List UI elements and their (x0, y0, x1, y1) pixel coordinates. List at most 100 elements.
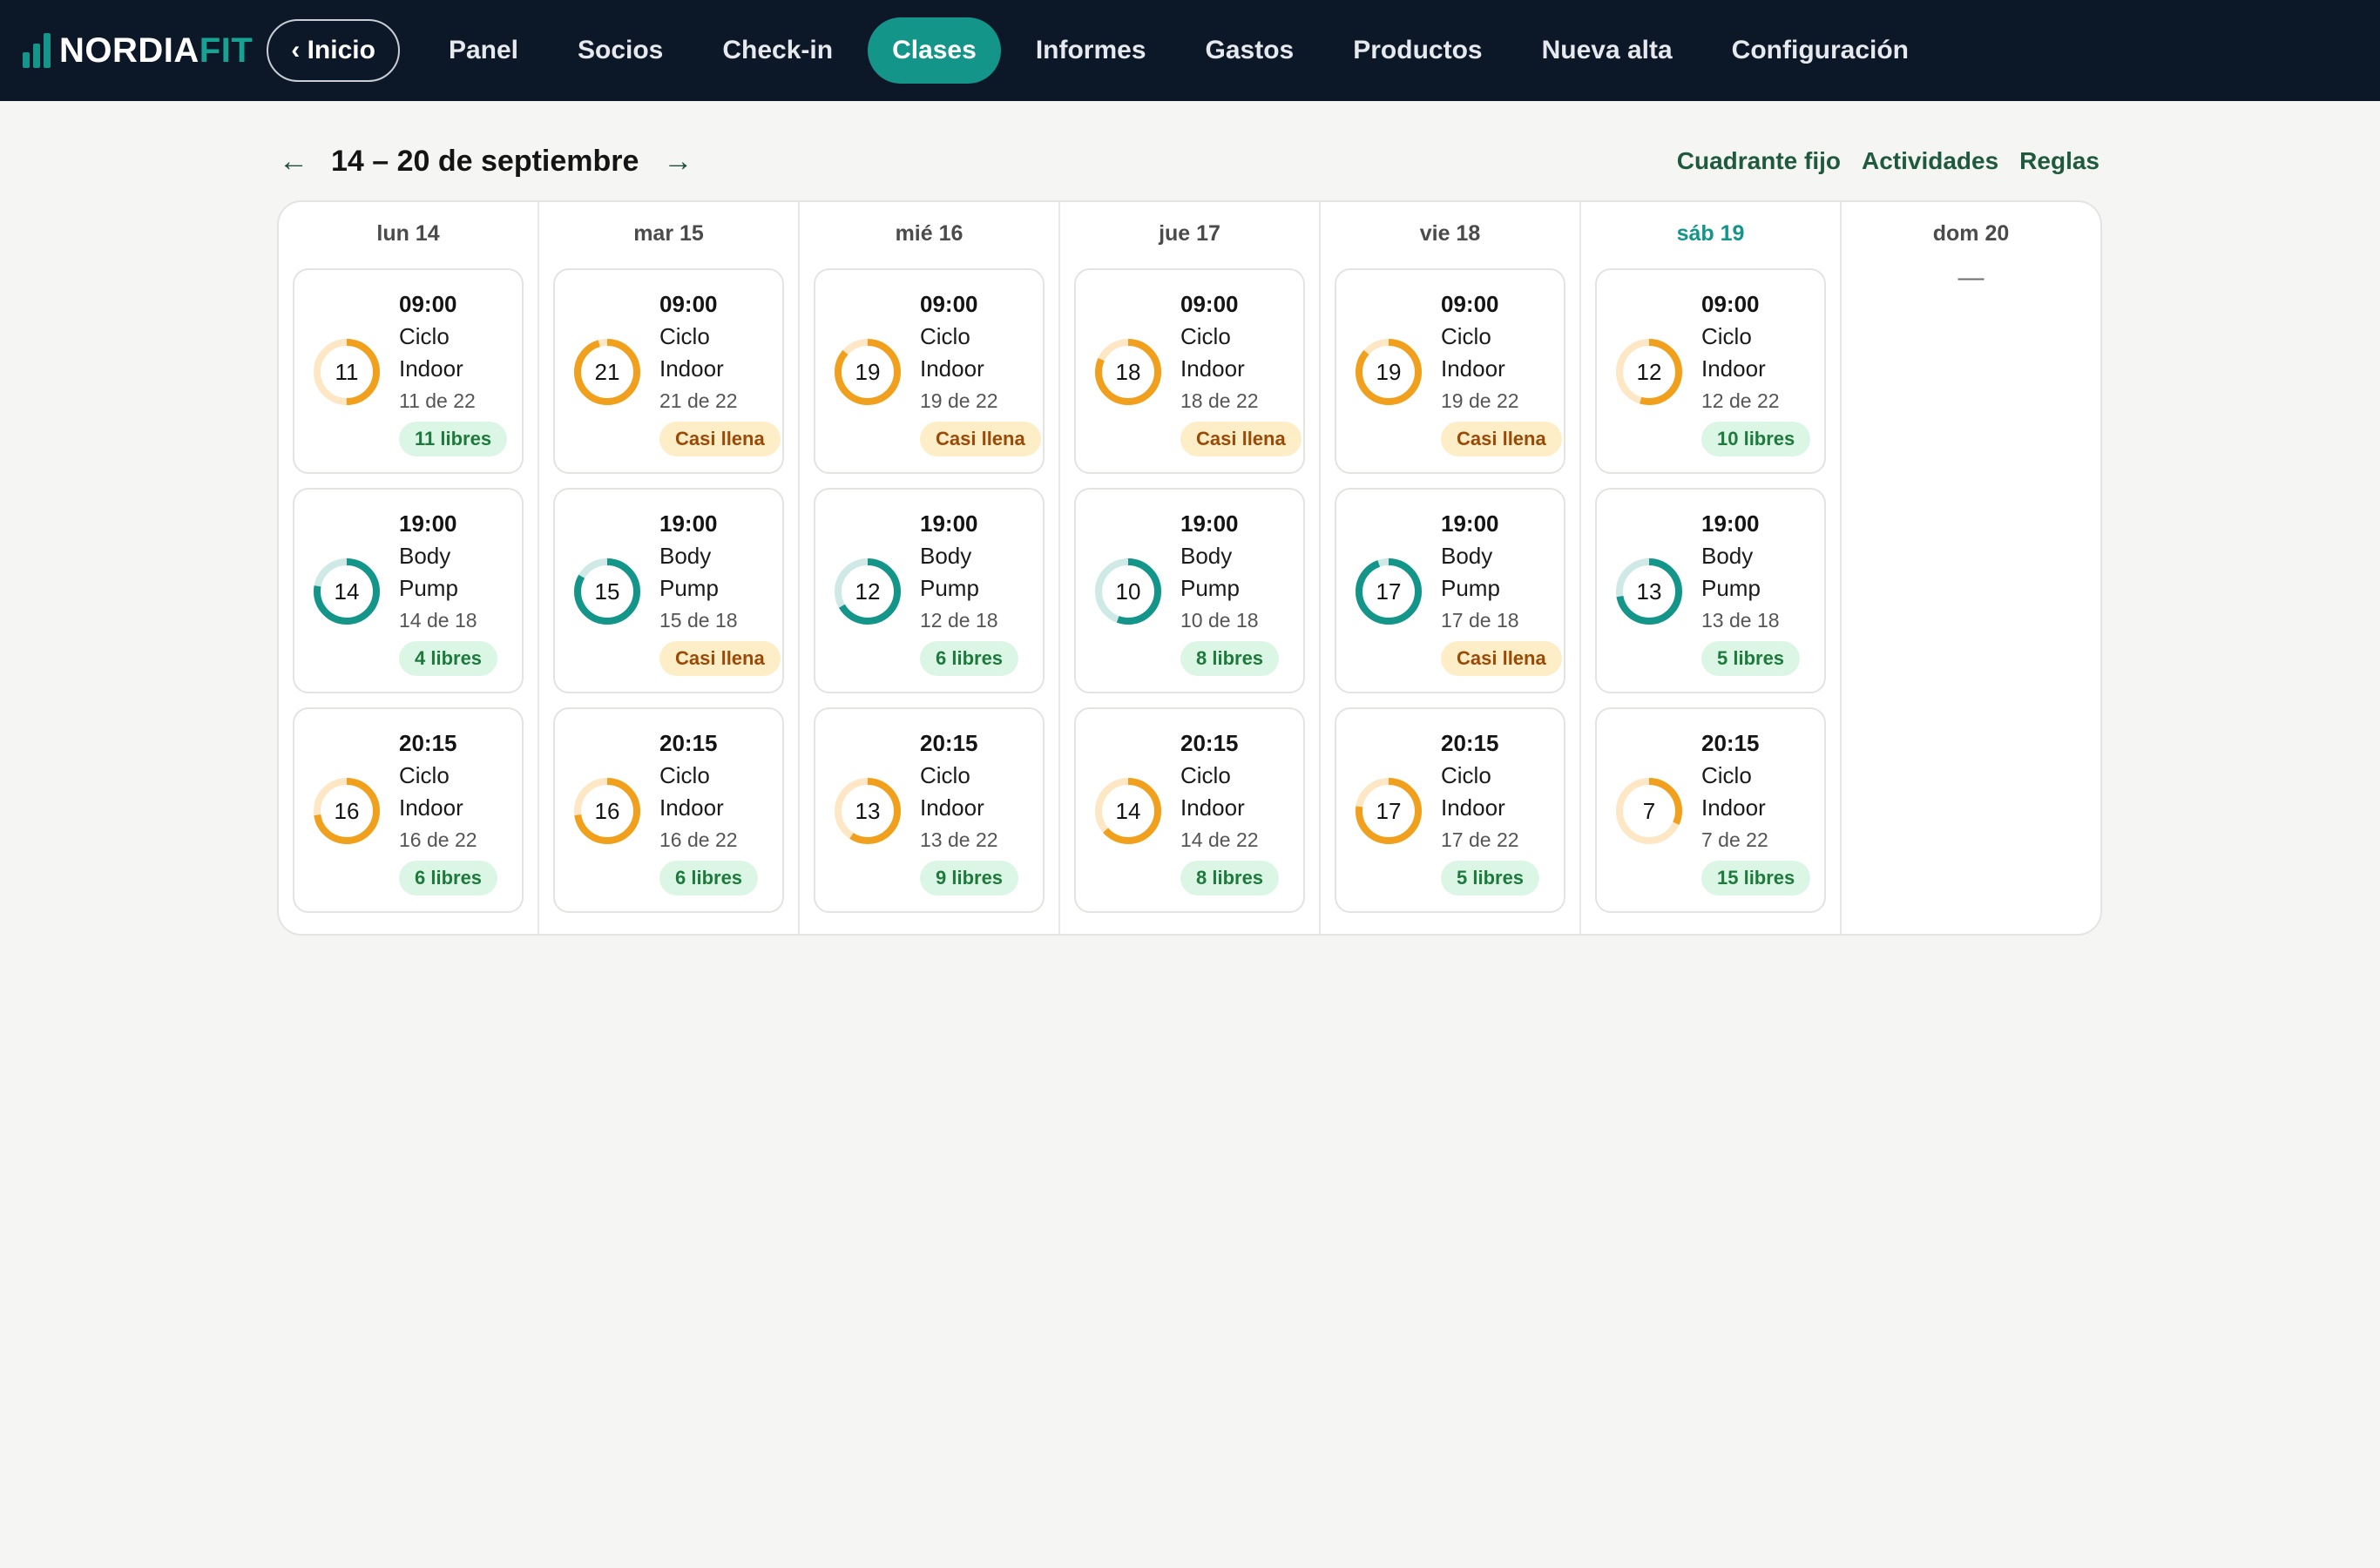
availability-badge: 8 libres (1180, 641, 1280, 676)
day-column-mar-15: mar 15 21 09:00 Ciclo Indoor 21 de 22 Casi ll… (539, 202, 800, 934)
class-occupancy: 17 de 18 (1441, 609, 1519, 632)
nav-tab-panel[interactable]: Panel (448, 36, 518, 64)
class-occupancy: 19 de 22 (920, 389, 998, 412)
week-title: 14 – 20 de septiembre (331, 144, 639, 178)
class-card[interactable]: 13 19:00 Body Pump 13 de 18 5 libres (1595, 488, 1826, 693)
day-column-lun-14: lun 14 11 09:00 Ciclo Indoor 11 de 22 11 libr… (279, 202, 539, 934)
class-info: 20:15 Ciclo Indoor 7 de 22 15 libres (1701, 727, 1817, 896)
day-label: vie 18 (1419, 221, 1481, 246)
brand-part-1: NORDIA (59, 30, 199, 70)
day-label: lun 14 (376, 221, 440, 246)
class-card[interactable]: 17 20:15 Ciclo Indoor 17 de 22 5 libres (1335, 707, 1565, 913)
booked-count: 16 (334, 797, 360, 824)
nav-tab-informes[interactable]: Informes (1035, 36, 1146, 64)
class-card[interactable]: 14 19:00 Body Pump 14 de 18 4 libres (293, 488, 524, 693)
class-occupancy: 13 de 18 (1701, 609, 1780, 632)
class-card[interactable]: 19 09:00 Ciclo Indoor 19 de 22 Casi llena (1335, 268, 1565, 474)
availability-badge: 6 libres (659, 861, 759, 896)
occupancy-ring-graphic (574, 558, 640, 625)
no-classes-placeholder: — (1957, 263, 1984, 292)
class-occupancy: 14 de 22 (1180, 828, 1259, 851)
class-info: 09:00 Ciclo Indoor 19 de 22 Casi llena (920, 287, 1041, 456)
class-name: Ciclo Indoor (659, 762, 724, 821)
day-label: mar 15 (633, 221, 704, 246)
class-name: Body Pump (1701, 543, 1761, 601)
class-occupancy: 21 de 22 (659, 389, 738, 412)
class-name: Ciclo Indoor (920, 323, 984, 382)
availability-badge: Casi llena (659, 422, 781, 456)
class-time: 19:00 (1701, 510, 1760, 537)
day-column-sab-19: sáb 19 12 09:00 Ciclo Indoor 12 de 22 10 libr… (1581, 202, 1842, 934)
class-time: 20:15 (1180, 730, 1239, 756)
ring-progress (1616, 778, 1682, 844)
home-button[interactable]: ‹ Inicio (267, 19, 400, 82)
class-card[interactable]: 12 09:00 Ciclo Indoor 12 de 22 10 libres (1595, 268, 1826, 474)
class-card[interactable]: 18 09:00 Ciclo Indoor 18 de 22 Casi llena (1074, 268, 1305, 474)
availability-badge: 5 libres (1441, 861, 1540, 896)
occupancy-ring: 12 (1614, 337, 1684, 407)
occupancy-ring-graphic (1356, 339, 1422, 405)
link-actividades[interactable]: Actividades (1862, 147, 1999, 174)
class-card[interactable]: 7 20:15 Ciclo Indoor 7 de 22 15 libres (1595, 707, 1826, 913)
next-week-arrow-icon[interactable]: → (663, 144, 693, 178)
link-reglas[interactable]: Reglas (2019, 147, 2099, 174)
class-time: 09:00 (920, 291, 978, 317)
day-column-vie-18: vie 18 19 09:00 Ciclo Indoor 19 de 22 Casi ll… (1321, 202, 1581, 934)
nav-tab-clases[interactable]: Clases (868, 17, 1001, 84)
class-card[interactable]: 19 09:00 Ciclo Indoor 19 de 22 Casi llena (814, 268, 1045, 474)
availability-badge: Casi llena (659, 641, 781, 676)
availability-badge: 9 libres (920, 861, 1019, 896)
class-time: 19:00 (1180, 510, 1239, 537)
occupancy-ring: 14 (312, 557, 382, 626)
booked-count: 19 (1376, 358, 1402, 385)
class-card[interactable]: 14 20:15 Ciclo Indoor 14 de 22 8 libres (1074, 707, 1305, 913)
nav-tab-nueva-alta[interactable]: Nueva alta (1541, 36, 1673, 64)
ring-progress (314, 778, 380, 844)
brand-logo[interactable]: NORDIAFIT (23, 31, 253, 71)
class-time: 19:00 (659, 510, 718, 537)
nav-tab-gastos[interactable]: Gastos (1205, 36, 1295, 64)
class-time: 09:00 (1701, 291, 1760, 317)
class-info: 19:00 Body Pump 10 de 18 8 libres (1180, 507, 1296, 676)
class-name: Ciclo Indoor (399, 323, 463, 382)
occupancy-ring-graphic (314, 558, 380, 625)
availability-badge: Casi llena (1180, 422, 1302, 456)
class-occupancy: 7 de 22 (1701, 828, 1768, 851)
occupancy-ring: 21 (572, 337, 642, 407)
class-card[interactable]: 16 20:15 Ciclo Indoor 16 de 22 6 libres (293, 707, 524, 913)
occupancy-ring-graphic (314, 339, 380, 405)
brand-part-2: FIT (199, 30, 254, 70)
occupancy-ring-graphic (835, 558, 901, 625)
class-card[interactable]: 11 09:00 Ciclo Indoor 11 de 22 11 libres (293, 268, 524, 474)
class-info: 19:00 Body Pump 14 de 18 4 libres (399, 507, 515, 676)
class-card[interactable]: 10 19:00 Body Pump 10 de 18 8 libres (1074, 488, 1305, 693)
occupancy-ring: 16 (312, 776, 382, 846)
nav-tab-productos[interactable]: Productos (1353, 36, 1483, 64)
nav-tab-check-in[interactable]: Check-in (722, 36, 834, 64)
class-card[interactable]: 16 20:15 Ciclo Indoor 16 de 22 6 libres (553, 707, 784, 913)
nav-tab-socios[interactable]: Socios (577, 36, 664, 64)
class-time: 09:00 (399, 291, 457, 317)
class-name: Ciclo Indoor (1441, 762, 1505, 821)
class-card[interactable]: 21 09:00 Ciclo Indoor 21 de 22 Casi llena (553, 268, 784, 474)
occupancy-ring-graphic (314, 778, 380, 844)
occupancy-ring: 16 (572, 776, 642, 846)
class-name: Ciclo Indoor (399, 762, 463, 821)
class-card[interactable]: 15 19:00 Body Pump 15 de 18 Casi llena (553, 488, 784, 693)
class-occupancy: 16 de 22 (399, 828, 477, 851)
class-occupancy: 18 de 22 (1180, 389, 1259, 412)
link-cuadrante-fijo[interactable]: Cuadrante fijo (1676, 147, 1841, 174)
nav-tabs: Panel Socios Check-in Clases Informes Gastos P… (424, 17, 1944, 84)
day-label: dom 20 (1932, 221, 2010, 246)
availability-badge: 10 libres (1701, 422, 1811, 456)
ring-progress (1616, 558, 1682, 625)
occupancy-ring-graphic (1616, 558, 1682, 625)
class-card[interactable]: 17 19:00 Body Pump 17 de 18 Casi llena (1335, 488, 1565, 693)
class-name: Body Pump (920, 543, 979, 601)
day-column-dom-20: dom 20 — (1842, 202, 2100, 934)
class-card[interactable]: 12 19:00 Body Pump 12 de 18 6 libres (814, 488, 1045, 693)
class-card[interactable]: 13 20:15 Ciclo Indoor 13 de 22 9 libres (814, 707, 1045, 913)
class-occupancy: 19 de 22 (1441, 389, 1519, 412)
previous-week-arrow-icon[interactable]: ← (279, 144, 308, 178)
nav-tab-configuracion[interactable]: Configuración (1731, 36, 1909, 64)
